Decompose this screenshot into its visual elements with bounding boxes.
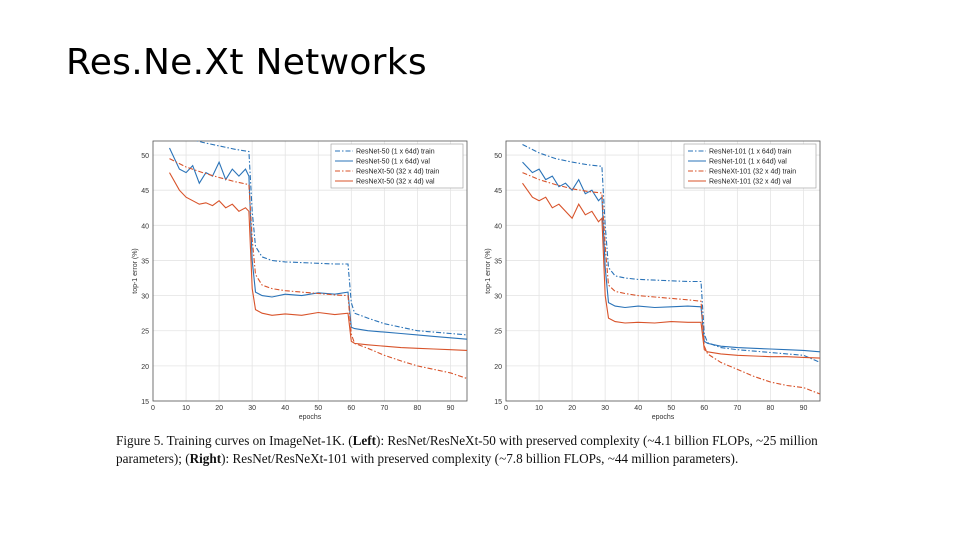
y-tick-label: 50 [141, 153, 149, 160]
y-tick-label: 30 [494, 294, 502, 301]
x-tick-label: 30 [601, 405, 609, 412]
series-line-2 [522, 161, 820, 353]
x-tick-label: 50 [314, 405, 322, 412]
legend-label: ResNeXt-50 (32 x 4d) train [356, 168, 439, 175]
legend-label: ResNet-50 (1 x 64d) val [356, 158, 430, 165]
x-tick-label: 50 [667, 405, 675, 412]
y-tick-label: 45 [141, 188, 149, 195]
y-tick-label: 50 [494, 153, 502, 160]
x-tick-label: 80 [414, 405, 422, 412]
x-tick-label: 40 [634, 405, 642, 412]
x-tick-label: 30 [248, 405, 256, 412]
series-line-1 [195, 141, 467, 336]
x-tick-label: 0 [151, 405, 155, 412]
x-tick-label: 70 [733, 405, 741, 412]
y-tick-label: 40 [494, 223, 502, 230]
figure-caption: Figure 5. Training curves on ImageNet-1K… [116, 432, 856, 468]
legend-label: ResNet-101 (1 x 64d) train [709, 148, 792, 155]
x-axis-label: epochs [652, 414, 675, 421]
y-tick-label: 15 [494, 399, 502, 406]
y-tick-label: 30 [141, 294, 149, 301]
x-tick-label: 40 [281, 405, 289, 412]
y-tick-label: 35 [141, 258, 149, 265]
caption-mid: ): ResNet/ResNeXt-50 with preserved comp… [116, 433, 818, 466]
x-tick-label: 0 [504, 405, 508, 412]
y-axis-label: top-1 error (%) [132, 248, 139, 294]
legend: ResNet-101 (1 x 64d) train ResNet-101 (1 … [683, 143, 817, 189]
series-line-4 [522, 182, 820, 359]
y-tick-label: 40 [141, 223, 149, 230]
y-tick-label: 20 [141, 364, 149, 371]
y-tick-label: 15 [141, 399, 149, 406]
x-tick-label: 20 [215, 405, 223, 412]
legend-label: ResNet-50 (1 x 64d) train [356, 148, 435, 155]
legend-label: ResNeXt-101 (32 x 4d) val [709, 178, 792, 185]
series-line-2 [169, 147, 467, 340]
training-curves-svg: 15 20 25 30 35 40 45 50 0 10 20 30 40 50 60 70 80 90 epoch… [132, 140, 821, 421]
caption-lead: Figure 5. Training curves on ImageNet-1K… [116, 433, 353, 448]
series-line-3 [522, 172, 820, 395]
y-tick-label: 25 [494, 329, 502, 336]
x-tick-label: 20 [568, 405, 576, 412]
chart-2: 15 20 25 30 35 40 45 50 0 10 20 30 40 50 60 70 80 90 epoch… [485, 140, 821, 421]
x-tick-label: 60 [700, 405, 708, 412]
x-tick-label: 10 [182, 405, 190, 412]
x-tick-label: 60 [347, 405, 355, 412]
x-tick-label: 90 [447, 405, 455, 412]
x-axis-label: epochs [299, 414, 322, 421]
legend: ResNet-50 (1 x 64d) train ResNet-50 (1 x … [330, 143, 464, 189]
y-tick-label: 25 [141, 329, 149, 336]
y-tick-label: 45 [494, 188, 502, 195]
legend-label: ResNeXt-101 (32 x 4d) train [709, 168, 796, 175]
caption-left-bold: Left [352, 433, 377, 448]
series-line-4 [169, 172, 467, 351]
caption-right-bold: Right [189, 451, 222, 466]
legend-label: ResNet-101 (1 x 64d) val [709, 158, 787, 165]
plot-frame [152, 140, 468, 402]
y-axis-label: top-1 error (%) [485, 248, 492, 294]
series-line-3 [169, 158, 467, 380]
slide-title: Res.Ne.Xt Networks [66, 42, 427, 83]
legend-label: ResNeXt-50 (32 x 4d) val [356, 178, 435, 185]
x-tick-label: 80 [767, 405, 775, 412]
y-tick-label: 35 [494, 258, 502, 265]
plot-frame [505, 140, 821, 402]
series-line-1 [522, 144, 820, 363]
training-curves-figure: 15 20 25 30 35 40 45 50 0 10 20 30 40 50 60 70 80 90 epoch… [120, 132, 860, 422]
chart-1: 15 20 25 30 35 40 45 50 0 10 20 30 40 50 60 70 80 90 epoch… [132, 140, 468, 421]
y-tick-label: 20 [494, 364, 502, 371]
x-tick-label: 90 [800, 405, 808, 412]
caption-tail: ): ResNet/ResNeXt-101 with preserved com… [221, 451, 739, 466]
x-tick-label: 70 [380, 405, 388, 412]
x-tick-label: 10 [535, 405, 543, 412]
